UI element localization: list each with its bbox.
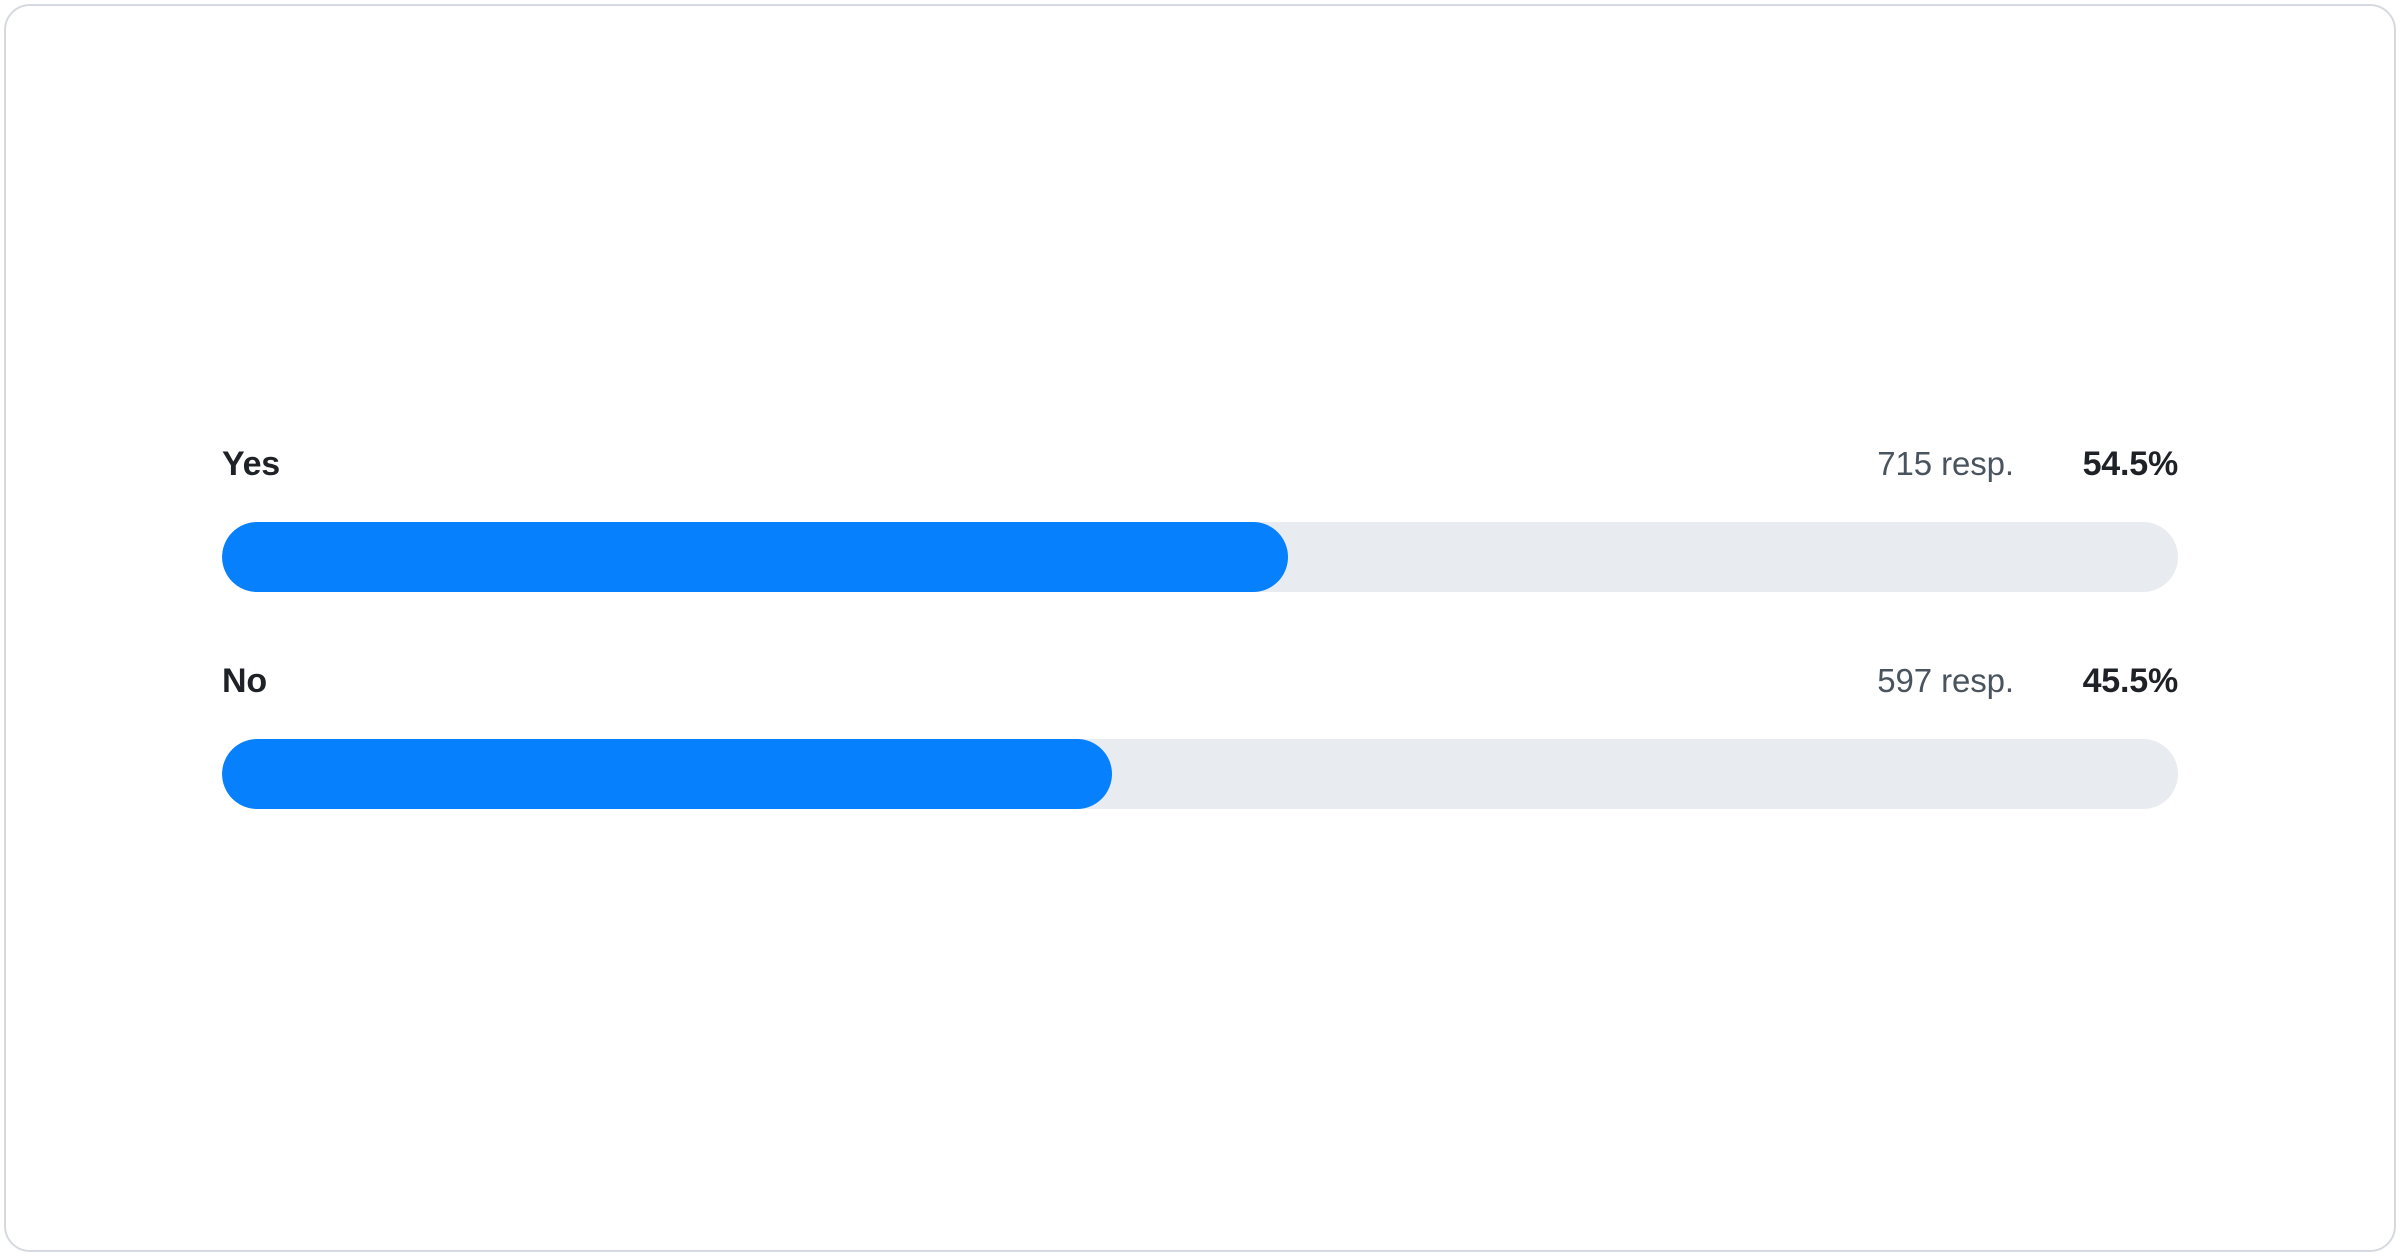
poll-options-list: Yes 715 resp. 54.5% No 597 resp. 45.5%	[222, 447, 2178, 809]
poll-option-label: Yes	[222, 445, 281, 483]
poll-option-header: Yes 715 resp. 54.5%	[222, 447, 2178, 481]
poll-option-row[interactable]: No 597 resp. 45.5%	[222, 664, 2178, 809]
poll-option-bar-track	[222, 739, 2178, 809]
poll-option-response-count: 715 resp.	[1877, 445, 2014, 482]
poll-option-label: No	[222, 662, 267, 700]
poll-option-response-count: 597 resp.	[1877, 662, 2014, 699]
poll-option-header: No 597 resp. 45.5%	[222, 664, 2178, 698]
poll-option-bar-fill	[222, 522, 1289, 592]
poll-option-meta: 597 resp. 45.5%	[1877, 664, 2178, 698]
poll-results-card: Yes 715 resp. 54.5% No 597 resp. 45.5%	[4, 4, 2396, 1252]
poll-option-meta: 715 resp. 54.5%	[1877, 447, 2178, 481]
poll-option-bar-track	[222, 522, 2178, 592]
poll-option-bar-fill	[222, 739, 1112, 809]
poll-option-row[interactable]: Yes 715 resp. 54.5%	[222, 447, 2178, 592]
poll-option-percentage: 45.5%	[2082, 662, 2179, 700]
poll-option-percentage: 54.5%	[2082, 445, 2179, 483]
